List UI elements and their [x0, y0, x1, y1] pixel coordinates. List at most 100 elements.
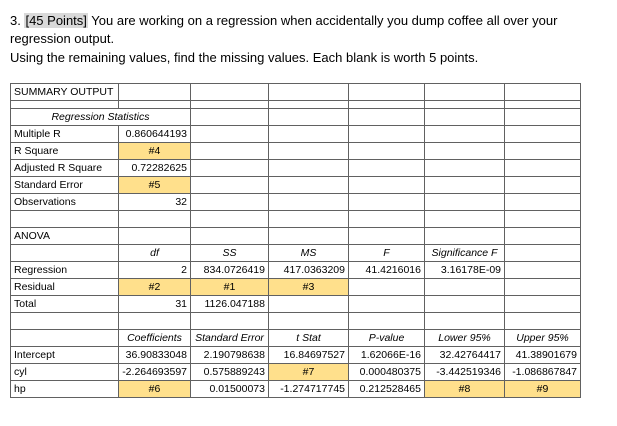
observations-row: Observations 32: [10, 193, 581, 212]
empty-cell: [348, 210, 425, 229]
empty-cell: [348, 108, 425, 127]
empty-cell: [190, 108, 269, 127]
empty-cell: [504, 244, 581, 263]
empty-cell: [348, 193, 425, 212]
empty-cell: [424, 312, 505, 331]
empty-cell: [10, 329, 119, 348]
spacer-row: [10, 100, 581, 110]
empty-cell: [348, 100, 425, 110]
empty-cell: [190, 100, 269, 110]
intercept-row: Intercept 36.90833048 2.190798638 16.846…: [10, 346, 581, 365]
empty-cell: [10, 312, 119, 331]
empty-cell: [504, 312, 581, 331]
hp-row: hp #6 0.01500073 -1.274717745 0.21252846…: [10, 380, 581, 399]
r-square-row: R Square #4: [10, 142, 581, 161]
empty-cell: [504, 295, 581, 314]
anova-total-row: Total 31 1126.047188: [10, 295, 581, 314]
intercept-se: 2.190798638: [190, 346, 269, 365]
coef-header-p-value: P-value: [348, 329, 425, 348]
hp-se: 0.01500073: [190, 380, 269, 399]
problem-text: You are working on a regression when acc…: [10, 13, 558, 47]
empty-cell: [118, 210, 191, 229]
empty-cell: [504, 83, 581, 102]
multiple-r-row: Multiple R 0.860644193: [10, 125, 581, 144]
hp-p-value: 0.212528465: [348, 380, 425, 399]
anova-header-df: df: [118, 244, 191, 263]
empty-cell: [424, 83, 505, 102]
anova-header-ms: MS: [268, 244, 349, 263]
anova-total-label: Total: [10, 295, 119, 314]
empty-cell: [10, 210, 119, 229]
hp-label: hp: [10, 380, 119, 399]
empty-cell: [424, 100, 505, 110]
anova-residual-row: Residual #2 #1 #3: [10, 278, 581, 297]
spacer-row: [10, 312, 581, 331]
empty-cell: [190, 83, 269, 102]
anova-regression-sig: 3.16178E-09: [424, 261, 505, 280]
empty-cell: [424, 108, 505, 127]
empty-cell: [268, 83, 349, 102]
observations-value: 32: [118, 193, 191, 212]
anova-total-df: 31: [118, 295, 191, 314]
anova-residual-ss-blank: #1: [190, 278, 269, 297]
empty-cell: [268, 193, 349, 212]
anova-residual-ms-blank: #3: [268, 278, 349, 297]
adjusted-r-square-label: Adjusted R Square: [10, 159, 119, 178]
empty-cell: [424, 193, 505, 212]
adjusted-r-square-row: Adjusted R Square 0.72282625: [10, 159, 581, 178]
intercept-label: Intercept: [10, 346, 119, 365]
empty-cell: [268, 210, 349, 229]
empty-cell: [348, 278, 425, 297]
empty-cell: [118, 227, 191, 246]
hp-t-stat: -1.274717745: [268, 380, 349, 399]
empty-cell: [268, 100, 349, 110]
regression-statistics-header-row: Regression Statistics: [10, 108, 581, 127]
intercept-t-stat: 16.84697527: [268, 346, 349, 365]
empty-cell: [268, 227, 349, 246]
multiple-r-value: 0.860644193: [118, 125, 191, 144]
empty-cell: [504, 159, 581, 178]
empty-cell: [504, 210, 581, 229]
empty-cell: [424, 159, 505, 178]
empty-cell: [424, 295, 505, 314]
empty-cell: [504, 176, 581, 195]
r-square-label: R Square: [10, 142, 119, 161]
hp-lower-95-blank: #8: [424, 380, 505, 399]
empty-cell: [268, 176, 349, 195]
empty-cell: [268, 108, 349, 127]
empty-cell: [268, 159, 349, 178]
coef-header-standard-error: Standard Error: [190, 329, 269, 348]
summary-title-row: SUMMARY OUTPUT: [10, 83, 581, 102]
empty-cell: [268, 295, 349, 314]
cyl-upper-95: -1.086867847: [504, 363, 581, 382]
anova-residual-df-blank: #2: [118, 278, 191, 297]
cyl-row: cyl -2.264693597 0.575889243 #7 0.000480…: [10, 363, 581, 382]
hp-upper-95-blank: #9: [504, 380, 581, 399]
summary-output-title: SUMMARY OUTPUT: [10, 83, 119, 102]
empty-cell: [348, 295, 425, 314]
empty-cell: [348, 125, 425, 144]
empty-cell: [348, 176, 425, 195]
r-square-blank: #4: [118, 142, 191, 161]
anova-title: ANOVA: [10, 227, 119, 246]
empty-cell: [268, 125, 349, 144]
empty-cell: [424, 142, 505, 161]
empty-cell: [424, 227, 505, 246]
anova-header-f: F: [348, 244, 425, 263]
intercept-lower-95: 32.42764417: [424, 346, 505, 365]
empty-cell: [10, 244, 119, 263]
standard-error-blank: #5: [118, 176, 191, 195]
anova-residual-label: Residual: [10, 278, 119, 297]
adjusted-r-square-value: 0.72282625: [118, 159, 191, 178]
empty-cell: [424, 176, 505, 195]
empty-cell: [190, 176, 269, 195]
cyl-t-stat-blank: #7: [268, 363, 349, 382]
empty-cell: [348, 83, 425, 102]
anova-regression-ms: 417.0363209: [268, 261, 349, 280]
cyl-se: 0.575889243: [190, 363, 269, 382]
regression-statistics-title: Regression Statistics: [10, 108, 191, 127]
hp-coef-blank: #6: [118, 380, 191, 399]
coef-header-coefficients: Coefficients: [118, 329, 191, 348]
anova-regression-f: 41.4216016: [348, 261, 425, 280]
regression-output-table: SUMMARY OUTPUT Regression Statistics: [10, 83, 581, 399]
